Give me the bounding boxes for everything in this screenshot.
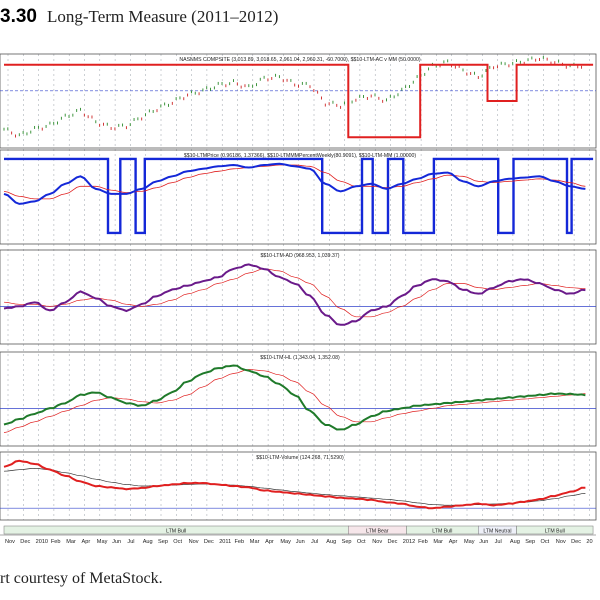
month-tick-label: Feb [235, 539, 245, 545]
month-tick-label: Feb [418, 539, 428, 545]
month-tick-label: 2011 [219, 539, 231, 545]
series-line [3, 162, 586, 205]
regime-band-label: LTM Bull [432, 528, 452, 534]
panel-4: $$10-LTM-HL (1,343.04, 1,352.08) [0, 351, 597, 447]
month-tick-label: Dec [571, 539, 581, 545]
panel-frame [0, 149, 597, 245]
series-line [3, 268, 586, 318]
panel-title: $$10-LTMPrice (0.96186, 1.37366), $$10-L… [184, 153, 417, 159]
panel-frame [0, 451, 597, 521]
panel-3: $$10-LTM-AD (968.953, 1,039.37) [0, 249, 597, 345]
month-tick-label: Jun [112, 539, 121, 545]
figure-caption: rt courtesy of MetaStock. [0, 570, 163, 587]
month-tick-label: Mar [433, 539, 443, 545]
month-tick-label: Nov [372, 539, 382, 545]
signal-line [4, 157, 594, 235]
month-tick-label: Jul [311, 539, 318, 545]
month-tick-label: Sep [342, 539, 352, 545]
month-tick-label: 20 [586, 539, 592, 545]
metastock-chart: NASNMS COMPSITE (3,013.89, 3,018.65, 2,9… [0, 53, 597, 545]
month-tick-label: Jun [479, 539, 488, 545]
panel-title: NASNMS COMPSITE (3,013.89, 3,018.65, 2,9… [179, 57, 421, 63]
month-tick-label: Dec [204, 539, 214, 545]
series-line [3, 364, 586, 431]
month-tick-label: 2012 [403, 539, 415, 545]
month-tick-label: Aug [143, 539, 153, 545]
panel-title: $$10-LTM-HL (1,343.04, 1,352.08) [260, 355, 340, 361]
panel-1: NASNMS COMPSITE (3,013.89, 3,018.65, 2,9… [0, 53, 597, 149]
month-tick-label: 2010 [36, 539, 48, 545]
vertical-grid [7, 54, 590, 520]
series-line [3, 467, 586, 506]
month-tick-label: Mar [250, 539, 260, 545]
panel-frame [0, 351, 597, 447]
month-tick-label: May [280, 539, 291, 545]
month-tick-label: Jul [127, 539, 134, 545]
month-tick-label: Jul [495, 539, 502, 545]
panel-5: $$10-LTM-Volume (124.268, 71.5290) [0, 451, 597, 521]
regime-band-label: LTM Bull [166, 528, 186, 534]
panel-frame [0, 249, 597, 345]
month-tick-label: Apr [449, 539, 458, 545]
month-tick-label: Mar [66, 539, 76, 545]
regime-band-label: LTM Bear [366, 528, 389, 534]
regime-band-label: LTM Neutral [483, 528, 511, 534]
month-tick-label: Sep [158, 539, 168, 545]
month-tick-label: Nov [5, 539, 15, 545]
panel-2: $$10-LTMPrice (0.96186, 1.37366), $$10-L… [0, 149, 597, 245]
panel-frame [0, 53, 597, 149]
month-tick-label: Feb [51, 539, 61, 545]
month-tick-label: Dec [20, 539, 30, 545]
month-tick-label: Apr [82, 539, 91, 545]
month-tick-label: Oct [173, 539, 182, 545]
month-tick-label: Apr [265, 539, 274, 545]
x-axis: LTM Bull LTM Bear LTM Bull LTM Neutral LTM B… [0, 525, 596, 545]
month-tick-label: Jun [296, 539, 305, 545]
regime-band-label: LTM Bull [545, 528, 565, 534]
month-tick-label: Aug [510, 539, 520, 545]
month-tick-label: Dec [388, 539, 398, 545]
month-tick-label: Oct [541, 539, 550, 545]
panel-title: $$10-LTM-Volume (124.268, 71.5290) [256, 455, 344, 461]
month-tick-label: Aug [326, 539, 336, 545]
series-line [3, 263, 586, 326]
series-line [3, 369, 586, 433]
month-tick-label: Oct [357, 539, 366, 545]
panel-title: $$10-LTM-AD (968.953, 1,039.37) [261, 253, 340, 259]
month-tick-label: May [464, 539, 475, 545]
figure-title: 3.30 Long-Term Measure (2011–2012) [0, 6, 278, 28]
month-tick-label: May [97, 539, 108, 545]
chart-panels: NASNMS COMPSITE (3,013.89, 3,018.65, 2,9… [0, 53, 597, 521]
month-tick-label: Nov [189, 539, 199, 545]
month-tick-label: Nov [556, 539, 566, 545]
regime-band [516, 525, 594, 535]
figure-title-text: Long-Term Measure (2011–2012) [46, 7, 279, 26]
signal-line [4, 63, 594, 139]
month-tick-label: Sep [525, 539, 535, 545]
figure-number: 3.30 [0, 6, 37, 27]
series-line [3, 459, 586, 510]
